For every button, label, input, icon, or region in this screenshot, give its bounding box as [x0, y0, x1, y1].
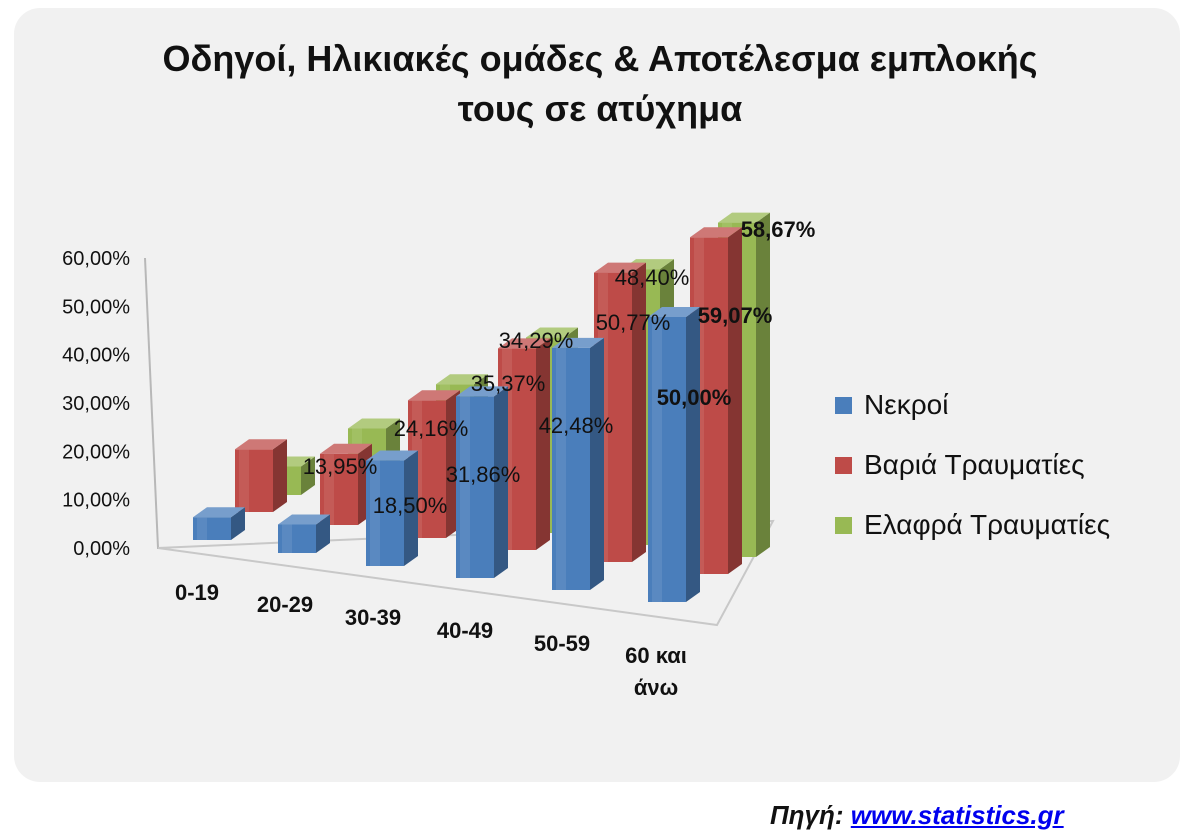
y-tick-label: 40,00%: [62, 345, 130, 367]
bar-highlight: [282, 524, 292, 553]
bar-highlight: [460, 396, 470, 578]
chart-title-line1: Οδηγοί, Ηλικιακές ομάδες & Αποτέλεσμα εμ…: [162, 38, 1038, 79]
data-label: 35,37%: [471, 371, 546, 396]
x-tick-label: 30-39: [345, 605, 401, 630]
x-tick-label: 50-59: [534, 631, 590, 656]
bar-side-face: [316, 514, 330, 553]
bar-highlight: [370, 460, 380, 566]
bar-highlight: [556, 347, 566, 590]
data-label: 24,16%: [394, 416, 469, 441]
x-tick-label: άνω: [634, 675, 678, 700]
data-label: 50,00%: [657, 385, 732, 410]
legend-swatch: [835, 516, 852, 534]
bar-top-face: [436, 374, 488, 385]
legend-swatch: [835, 396, 852, 414]
legend-item: Ελαφρά Τραυματίες: [835, 495, 1110, 555]
source-label: Πηγή:: [770, 800, 844, 830]
bar-2-1: [235, 439, 287, 512]
bar-top-face: [690, 227, 742, 238]
data-label: 34,29%: [499, 328, 574, 353]
y-tick-label: 30,00%: [62, 393, 130, 415]
bar-side-face: [728, 227, 742, 574]
bar-side-face: [231, 507, 245, 540]
bar-1-3: [366, 450, 418, 566]
bar-top-face: [278, 514, 330, 525]
bar-side-face: [590, 337, 604, 590]
bar-top-face: [408, 390, 460, 401]
data-label: 13,95%: [303, 454, 378, 479]
legend-label: Νεκροί: [864, 389, 949, 420]
bar-1-2: [278, 514, 330, 553]
chart-title-line2: τους σε ατύχημα: [457, 88, 743, 129]
data-label: 59,07%: [698, 303, 773, 328]
bar-highlight: [197, 517, 207, 540]
bar-side-face: [404, 450, 418, 566]
bar-top-face: [648, 307, 700, 317]
y-tick-label: 60,00%: [62, 248, 130, 270]
bar-top-face: [456, 386, 508, 397]
y-tick-label: 50,00%: [62, 296, 130, 318]
bar-highlight: [652, 317, 662, 602]
bar-top-face: [366, 450, 418, 461]
legend-label: Βαριά Τραυματίες: [864, 449, 1085, 480]
bar-top-face: [320, 443, 372, 454]
bar-side-face: [756, 212, 770, 557]
bar-top-face: [498, 338, 550, 349]
data-label: 18,50%: [373, 493, 448, 518]
y-tick-label: 20,00%: [62, 441, 130, 463]
bar-side-face: [632, 262, 646, 562]
bar-top-face: [348, 418, 400, 429]
x-tick-label: 20-29: [257, 592, 313, 617]
y-tick-label: 10,00%: [62, 490, 130, 512]
data-label: 42,48%: [539, 413, 614, 438]
x-tick-label: 60 και: [625, 643, 687, 668]
bar-top-face: [193, 507, 245, 518]
x-tick-label: 40-49: [437, 618, 493, 643]
bar-top-face: [594, 262, 646, 273]
bar-top-face: [718, 212, 770, 223]
y-axis-wall: [144, 257, 162, 549]
bar-top-face: [526, 327, 578, 338]
bar-1-5: [552, 337, 604, 590]
bar-side-face: [273, 439, 287, 512]
legend-label: Ελαφρά Τραυματίες: [864, 509, 1111, 540]
chart-title: Οδηγοί, Ηλικιακές ομάδες & Αποτέλεσμα εμ…: [0, 34, 1190, 134]
bar-highlight: [324, 453, 334, 525]
bar-highlight: [239, 449, 249, 512]
data-label: 48,40%: [615, 265, 690, 290]
data-label: 31,86%: [446, 462, 521, 487]
data-label: 50,77%: [596, 310, 671, 335]
legend: Νεκροί Βαριά Τραυματίες Ελαφρά Τραυματίες: [835, 375, 1110, 555]
source-note: Πηγή: www.statistics.gr: [770, 800, 1064, 831]
bar-1-6: [648, 307, 700, 602]
bar-1-1: [193, 507, 245, 540]
bar-1-4: [456, 386, 508, 578]
source-link[interactable]: www.statistics.gr: [850, 800, 1064, 830]
x-tick-label: 0-19: [175, 580, 219, 605]
bar-top-face: [235, 439, 287, 450]
legend-item: Βαριά Τραυματίες: [835, 435, 1110, 495]
legend-item: Νεκροί: [835, 375, 1110, 435]
bar-side-face: [494, 386, 508, 578]
bar-side-face: [301, 456, 315, 495]
bar-side-face: [686, 307, 700, 602]
y-tick-label: 0,00%: [73, 538, 130, 560]
bar-top-face: [552, 337, 604, 348]
data-label: 58,67%: [741, 217, 816, 242]
bar-side-face: [536, 338, 550, 550]
legend-swatch: [835, 456, 852, 474]
